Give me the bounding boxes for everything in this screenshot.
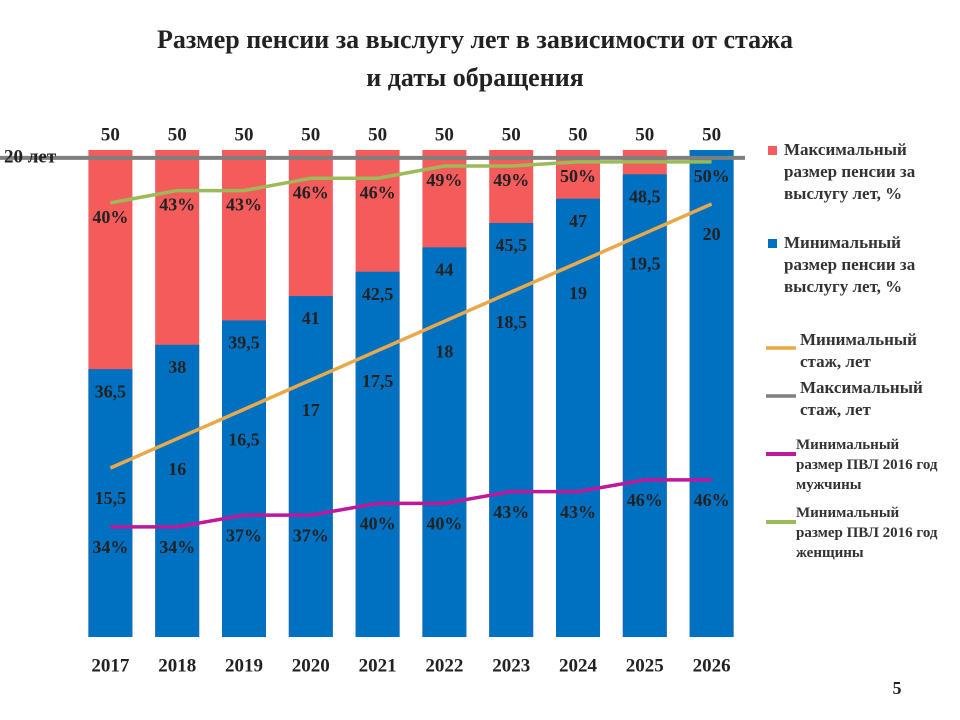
line-value-label: 18 [435, 341, 453, 361]
bar [355, 271, 400, 637]
bar-value-label: 39,5 [228, 333, 260, 353]
x-tick-label: 2024 [559, 655, 598, 676]
legend-entry: Минимальный размер ПВЛ 2016 год мужчины [796, 437, 938, 493]
bar-top-label: 50 [301, 124, 320, 145]
bar-top-label: 50 [435, 124, 454, 145]
bar [556, 198, 600, 637]
x-tick-label: 2022 [425, 655, 463, 676]
bar-top-label: 50 [635, 124, 654, 145]
line-value-label: 20 [703, 224, 721, 244]
chart-subtitle: и даты обращения [366, 63, 584, 92]
line-value-label: 50% [694, 166, 730, 186]
bar-value-label: 38 [168, 357, 186, 377]
line-value-label: 49% [426, 170, 462, 190]
line-value-label: 15,5 [95, 488, 127, 508]
line [110, 478, 712, 529]
line-label: 20 лет [4, 146, 57, 167]
line-value-label: 46% [293, 182, 329, 202]
x-tick-label: 2025 [626, 655, 664, 676]
bar-top-label: 50 [502, 124, 521, 145]
bar-top-label: 50 [235, 124, 254, 145]
legend-entry: Максимальный стаж, лет [800, 378, 923, 419]
line-value-label: 16,5 [228, 429, 260, 449]
x-tick-label: 2019 [225, 655, 263, 676]
bar [222, 320, 266, 637]
bar-top-label: 50 [569, 124, 588, 145]
bar [689, 150, 734, 637]
line-value-label: 34% [92, 537, 128, 557]
bar-top-label: 50 [368, 124, 387, 145]
x-tick-label: 2018 [158, 655, 196, 676]
x-tick-label: 2023 [492, 655, 530, 676]
line-value-label: 46% [627, 490, 663, 510]
bar-value-label: 42,5 [362, 284, 394, 304]
line-value-label: 17,5 [362, 371, 394, 391]
line-value-label: 40% [426, 514, 462, 534]
line-value-label: 19,5 [629, 253, 661, 273]
legend-entry: Минимальный стаж, лет [800, 330, 917, 371]
bar [422, 247, 467, 637]
line-value-label: 37% [293, 525, 329, 545]
bar-top-label: 50 [168, 124, 187, 145]
line-value-label: 43% [226, 195, 262, 215]
legend-entry: Минимальный размер пенсии за выслугу лет… [784, 233, 916, 296]
legend-swatch [768, 146, 777, 155]
line-value-label: 43% [159, 195, 195, 215]
bar-value-label: 44 [435, 260, 453, 280]
x-tick-label: 2020 [292, 655, 330, 676]
line-value-label: 37% [226, 525, 262, 545]
bar [155, 344, 200, 637]
line [109, 202, 713, 470]
line [110, 160, 712, 205]
bar-value-label: 47 [569, 211, 587, 231]
line-value-label: 17 [302, 400, 320, 420]
legend-entry: Максимальный размер пенсии за выслугу ле… [784, 140, 916, 203]
bar-top-label: 50 [101, 124, 120, 145]
bar-value-label: 45,5 [495, 235, 527, 255]
line-value-label: 40% [360, 514, 396, 534]
bar-value-label: 41 [302, 308, 320, 328]
line-value-label: 34% [159, 537, 195, 557]
line-value-label: 18,5 [495, 312, 527, 332]
legend-swatch [768, 239, 777, 248]
bar-value-label: 48,5 [629, 186, 661, 206]
line-value-label: 43% [560, 502, 596, 522]
line-value-label: 16 [168, 459, 186, 479]
x-tick-label: 2017 [91, 655, 130, 676]
line-value-label: 49% [493, 170, 529, 190]
line-value-label: 19 [569, 283, 587, 303]
chart-title: Размер пенсии за выслугу лет в зависимос… [157, 25, 793, 54]
bar-value-label: 36,5 [95, 381, 127, 401]
bar-top-label: 50 [702, 124, 721, 145]
x-tick-label: 2021 [359, 655, 397, 676]
x-tick-label: 2026 [693, 655, 731, 676]
line-value-label: 40% [92, 207, 128, 227]
bar [288, 296, 333, 637]
line-value-label: 46% [360, 182, 396, 202]
bar [88, 369, 133, 637]
bar [622, 174, 667, 637]
line-value-label: 46% [694, 490, 730, 510]
page-number: 5 [893, 678, 902, 698]
legend-entry: Минимальный размер ПВЛ 2016 год женщины [796, 505, 938, 561]
line-value-label: 43% [493, 502, 529, 522]
line-value-label: 50% [560, 166, 596, 186]
